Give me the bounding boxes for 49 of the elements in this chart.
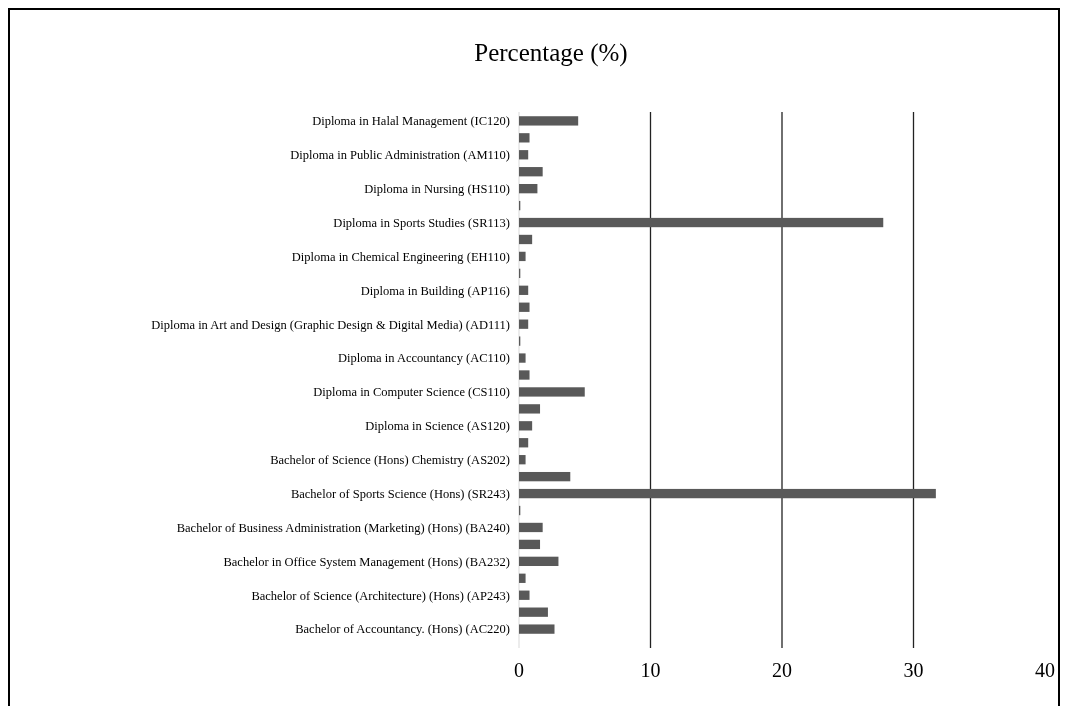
y-tick-label: Bachelor in Office System Management (Hons) (BA232) (223, 554, 510, 569)
y-tick-label: Diploma in Accountancy (AC110) (337, 351, 510, 366)
bar (519, 438, 529, 448)
bar (519, 590, 530, 600)
bar (519, 488, 936, 499)
bar (519, 539, 541, 550)
x-tick-label: 40 (1035, 659, 1055, 681)
x-tick-label: 0 (514, 659, 524, 681)
bar (519, 607, 548, 617)
y-tick-label: Bachelor of Science (Hons) Chemistry (AS202) (270, 453, 510, 468)
bar (519, 285, 529, 295)
bar (519, 319, 529, 329)
bar (519, 471, 571, 482)
bar (519, 251, 526, 262)
y-tick-label: Diploma in Nursing (HS110) (364, 182, 510, 197)
y-tick-label: Diploma in Public Administration (AM110) (290, 148, 510, 163)
y-tick-label: Diploma in Computer Science (CS110) (313, 385, 510, 400)
y-tick-label: Diploma in Sports Studies (SR113) (333, 215, 510, 230)
bar (519, 234, 533, 245)
bar (519, 184, 538, 194)
y-tick-label: Bachelor of Business Administration (Marketing) (Hons) (BA240) (176, 520, 510, 535)
bar (519, 455, 526, 465)
x-tick-label: 20 (772, 659, 792, 681)
y-tick-label: Diploma in Science (AS120) (365, 419, 510, 434)
bar (519, 353, 526, 363)
bar (519, 116, 579, 126)
bar (519, 370, 530, 380)
bar (519, 624, 555, 634)
x-tick-label: 10 (640, 659, 661, 681)
y-tick-label: Diploma in Chemical Engineering (EH110) (291, 249, 510, 264)
bar (519, 150, 529, 160)
bar (519, 133, 530, 143)
chart-title: Percentage (%) (474, 39, 628, 67)
bar (519, 421, 533, 431)
bar (519, 556, 559, 566)
bar (519, 302, 530, 312)
y-tick-label: Bachelor of Science (Architecture) (Hons) (AP243) (251, 588, 510, 603)
x-tick-label: 30 (903, 659, 924, 681)
y-tick-label: Diploma in Art and Design (Graphic Design & Digital Media) (AD111) (151, 317, 510, 332)
y-tick-label: Diploma in Halal Management (IC120) (312, 114, 510, 129)
bar (519, 387, 585, 397)
y-tick-label: Bachelor of Sports Science (Hons) (SR243) (290, 486, 510, 501)
bar (519, 167, 543, 177)
bar (519, 217, 884, 228)
y-tick-label: Diploma in Building (AP116) (360, 283, 510, 298)
bar (519, 404, 541, 414)
bar (519, 573, 526, 583)
bar (519, 522, 543, 533)
y-tick-label: Bachelor of Accountancy. (Hons) (AC220) (295, 622, 510, 637)
